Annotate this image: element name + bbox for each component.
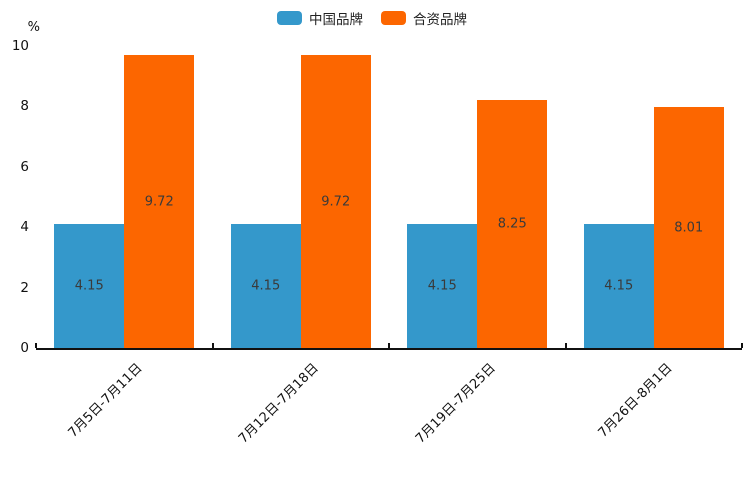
legend-label-china-brand: 中国品牌 [309,12,363,28]
y-axis-tick-label: 8 [20,98,29,115]
legend-item-joint-venture-brand[interactable]: 合资品牌 [381,8,467,28]
legend: 中国品牌 合资品牌 [0,8,744,28]
bar-joint-venture-brand[interactable] [477,99,548,348]
x-axis-category-label: 7月12日-7月18日 [236,360,323,447]
x-axis-tick [388,343,390,348]
y-axis-tick-label: 2 [20,279,29,296]
bar-joint-venture-brand[interactable] [653,107,724,348]
x-axis-category-label: 7月26日-8月1日 [595,360,676,441]
legend-label-joint-venture-brand: 合资品牌 [413,12,467,28]
legend-item-china-brand[interactable]: 中国品牌 [277,8,363,28]
x-axis-line [36,348,742,350]
x-axis-tick [564,343,567,348]
legend-swatch-china-brand [277,11,302,25]
x-axis-category-label: 7月5日-7月11日 [65,360,146,441]
y-axis-unit-label: % [27,20,40,35]
legend-swatch-joint-venture-brand [381,11,406,25]
y-axis-tick-label: 0 [20,340,29,356]
bar-joint-venture-brand[interactable] [300,55,371,348]
x-axis-tick [741,343,743,348]
bar-china-brand[interactable] [54,223,125,348]
x-axis-category-label: 7月19日-7月25日 [412,360,499,447]
y-axis-tick-label: 4 [20,219,29,236]
x-axis-tick [211,343,214,348]
bar-china-brand[interactable] [230,223,301,348]
x-axis-tick [35,343,37,348]
y-axis-tick-label: 6 [20,158,29,175]
bar-china-brand[interactable] [583,223,654,348]
y-axis-tick-label: 10 [11,38,29,54]
bar-joint-venture-brand[interactable] [124,55,195,348]
bar-china-brand[interactable] [407,223,478,348]
